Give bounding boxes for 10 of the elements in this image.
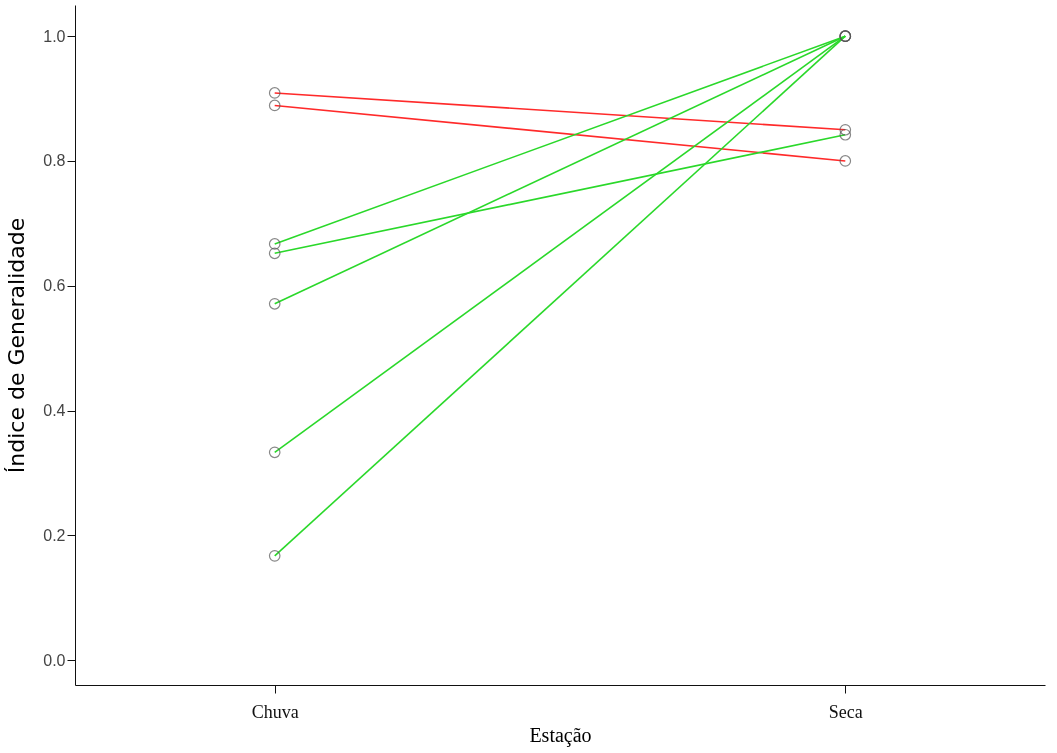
y-tick-label: 0.6: [43, 277, 66, 295]
y-tick-label: 0.0: [43, 651, 66, 669]
y-tick-label: 1.0: [43, 27, 66, 45]
y-axis-title: Índice de Generalidade: [4, 217, 30, 474]
y-tick-label: 0.2: [43, 526, 66, 544]
x-tick-label: Chuva: [251, 701, 299, 722]
y-tick-label: 0.4: [43, 402, 66, 419]
x-tick-label: Seca: [828, 701, 863, 722]
x-axis-title: Estação: [529, 723, 592, 747]
y-tick-label: 0.8: [43, 152, 66, 170]
